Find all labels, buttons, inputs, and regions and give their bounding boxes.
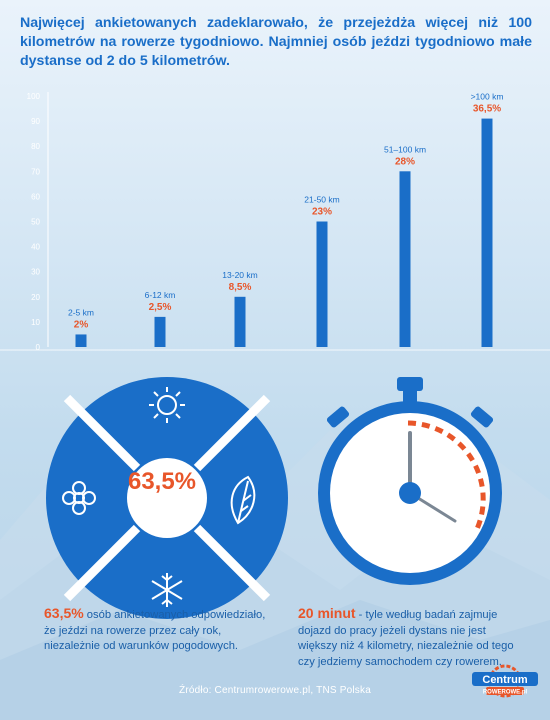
bar-value-label: 28%: [395, 156, 415, 167]
y-tick-label: 100: [27, 92, 41, 101]
all-weather-caption: 63,5% osób ankietowanych odpowiedziało, …: [44, 605, 280, 655]
bar: [481, 118, 493, 347]
bar-category-label: 51–100 km: [384, 144, 426, 154]
flower-icon: [62, 481, 96, 515]
bar-category-label: 13-20 km: [222, 270, 257, 280]
y-tick-label: 60: [31, 192, 40, 201]
bar-value-label: 2%: [74, 319, 89, 330]
y-tick-label: 20: [31, 293, 40, 302]
y-tick-label: 70: [31, 167, 40, 176]
bar: [399, 171, 411, 347]
bar: [154, 316, 166, 347]
commute-caption-highlight: 20 minut: [298, 605, 356, 621]
bar-value-label: 36,5%: [473, 104, 501, 115]
commute-caption-text: - tyle według badań zajmuje dojazd do pr…: [298, 609, 514, 668]
y-tick-label: 40: [31, 243, 40, 252]
bar-value-label: 2,5%: [149, 302, 172, 313]
all-weather-ring: [46, 377, 288, 619]
y-tick-label: 0: [36, 343, 41, 352]
bar-category-label: 2-5 km: [68, 307, 94, 317]
all-weather-caption-highlight: 63,5%: [44, 605, 84, 621]
all-weather-percent: 63,5%: [127, 468, 197, 495]
stopwatch-icon: [318, 377, 502, 585]
bar-chart: 0 10 20 30 40 50 60 70 80 90 100 2% 2-5 km 2,5% 6-12 k…: [27, 91, 504, 352]
leaf-icon: [230, 475, 256, 525]
y-tick-label: 30: [31, 268, 40, 277]
y-tick-label: 80: [31, 142, 40, 151]
svg-text:ROWEROWE.pl: ROWEROWE.pl: [483, 690, 528, 696]
bar-category-label: 6-12 km: [145, 290, 176, 300]
source-note: Źródło: Centrumrowerowe.pl, TNS Polska: [179, 685, 371, 696]
y-tick-label: 10: [31, 318, 40, 327]
commute-caption: 20 minut - tyle według badań zajmuje doj…: [298, 605, 526, 670]
sun-icon: [149, 387, 185, 423]
y-tick-label: 50: [31, 218, 40, 227]
bar-value-label: 23%: [312, 207, 332, 218]
headline: Najwięcej ankietowanych zadeklarowało, ż…: [20, 15, 532, 69]
bar-category-label: 21-50 km: [304, 195, 339, 205]
centrum-rowerowe-logo: Centrum ROWEROWE.pl: [472, 664, 538, 698]
bar-value-label: 8,5%: [229, 282, 252, 293]
bar: [316, 221, 328, 347]
all-weather-caption-text: osób ankietowanych odpowiedziało, że jeź…: [44, 609, 266, 652]
bar: [234, 296, 246, 347]
y-tick-label: 90: [31, 117, 40, 126]
bar: [75, 334, 87, 347]
svg-text:Centrum: Centrum: [482, 674, 527, 686]
bar-category-label: >100 km: [471, 92, 504, 102]
snowflake-icon: [151, 573, 183, 607]
